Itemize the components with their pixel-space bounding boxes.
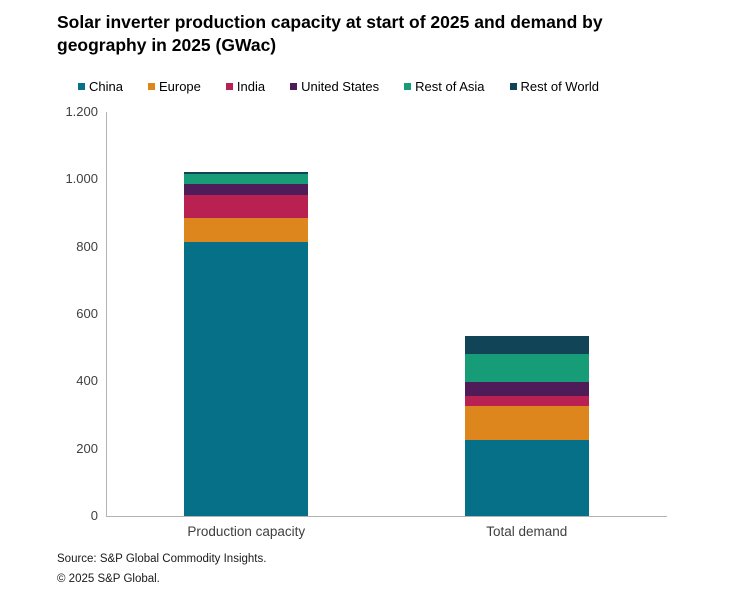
x-category-label: Total demand [486, 524, 568, 539]
legend-item-rest-of-world: Rest of World [509, 79, 600, 94]
legend-item-united-states: United States [290, 79, 379, 94]
legend-item-rest-of-asia: Rest of Asia [404, 79, 485, 94]
bar-segment-india [184, 194, 309, 218]
bar-segment-rest-of-asia [184, 173, 309, 184]
legend-swatch-icon [225, 83, 233, 90]
source-line: Source: S&P Global Commodity Insights. [57, 553, 267, 565]
legend-swatch-icon [509, 83, 517, 90]
bar-segment-united-states [184, 183, 309, 195]
legend-swatch-icon [147, 83, 155, 90]
legend-label: Rest of Asia [415, 79, 485, 94]
y-tick-label: 1.000 [65, 171, 98, 187]
legend-label: United States [301, 79, 380, 94]
y-tick-label: 800 [76, 238, 98, 254]
bar-segment-rest-of-asia [464, 354, 589, 382]
legend-item-europe: Europe [147, 79, 201, 94]
legend-swatch-icon [78, 83, 85, 90]
legend-item-china: China [78, 79, 123, 94]
source-block: Source: S&P Global Commodity Insights. ©… [57, 549, 266, 589]
y-tick-label: 600 [76, 306, 98, 321]
bar-segment-china [184, 241, 309, 516]
legend-label: Rest of World [520, 79, 600, 94]
bar-segment-rest-of-world [464, 335, 589, 355]
y-tick-label: 0 [90, 508, 98, 523]
legend: China Europe India United States Rest of Asi… [78, 79, 678, 94]
x-category-label: Production capacity [187, 524, 306, 539]
bar-segment-europe [184, 217, 309, 242]
x-axis-line [106, 516, 667, 517]
y-tick-label: 1.200 [65, 104, 98, 119]
copyright-line: © 2025 S&P Global. [57, 573, 160, 586]
legend-label: India [236, 79, 266, 94]
chart-title: Solar inverter production capacity at st… [57, 12, 603, 56]
y-axis-line [106, 112, 107, 517]
legend-label: Europe [158, 79, 201, 94]
bar-segment-europe [464, 405, 589, 440]
legend-swatch-icon [404, 83, 412, 90]
legend-item-india: India [225, 79, 266, 94]
legend-swatch-icon [290, 83, 298, 90]
y-tick-label: 200 [76, 440, 98, 456]
y-tick-label: 400 [76, 373, 98, 389]
bar-segment-china [464, 439, 589, 516]
bar-segment-united-states [464, 381, 589, 396]
legend-label: China [89, 79, 123, 94]
bar-segment-india [464, 395, 589, 406]
bar-segment-rest-of-world [184, 171, 309, 174]
